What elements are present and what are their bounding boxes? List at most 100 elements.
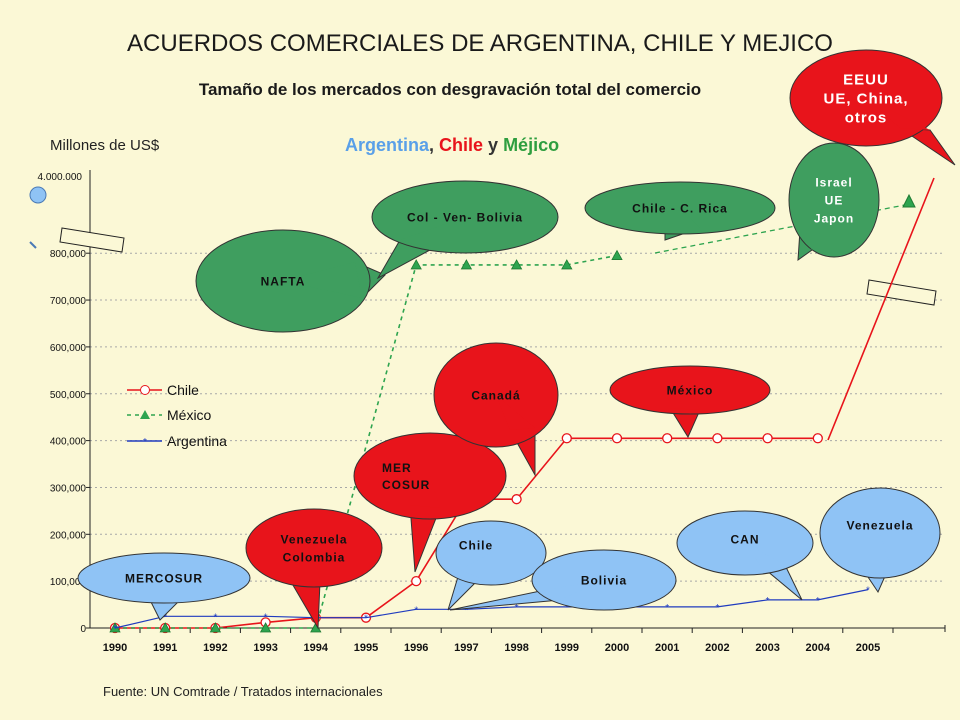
bubble-eeuu-tail-cover [866,98,930,130]
bubble-israel-label: Japon [814,211,854,225]
units-label: Millones de US$ [50,137,160,154]
point-argentina-1995: * [364,614,368,625]
point-chile-2004 [812,433,823,444]
x-tick-label-2004: 2004 [806,642,831,654]
bubble-bolivia: Bolivia [449,549,677,611]
x-tick-label-2005: 2005 [856,642,880,654]
point-argentina-1996: * [414,605,418,616]
point-argentina-1998: * [515,603,519,614]
y-tick-label: 300,000 [50,483,87,494]
point-argentina-1992: * [213,612,217,623]
x-tick-label-2002: 2002 [705,642,729,654]
x-tick-label-1997: 1997 [454,642,478,654]
point-argentina-1993: * [264,612,268,623]
small-b-badge [29,186,47,204]
bubble-mer-cosur-label: COSUR [382,478,430,492]
bubble-mer-cosur: MER COSUR [353,432,507,573]
series-line-argentina [114,589,869,629]
bubble-chile: Chile [435,520,547,611]
legend-label-chile: Chile [167,382,199,398]
x-tick-label-1995: 1995 [354,642,378,654]
x-tick-label-2001: 2001 [655,642,679,654]
callout-bubbles: MER COSUR Venezuela Colombia NAFTA Col - Ven-… [77,49,956,630]
y-axis-labels: 0 100,000 200,000 300,000 400,000 500,000 600,… [38,172,87,635]
bubble-venezuela-colombia: Venezuela Colombia [245,508,383,630]
legend-label-argentina: Argentina [167,433,227,449]
bubble-nafta-tail-cover [283,262,362,298]
countries-header-mexico: Méjico [503,135,560,155]
right-break-mark [866,279,937,306]
countries-header-chile: Chile [439,135,484,155]
bubble-can: CAN [676,510,814,601]
bubble-chile-crica-tail-cover [665,208,700,228]
bubble-mexico-label: México [667,383,714,397]
x-tick-label-1990: 1990 [103,642,127,654]
bubble-can-label: CAN [731,532,760,546]
bubble-canada: Canadá [433,342,559,477]
countries-header-sep1: , [429,135,440,155]
point-chile-2003 [762,433,773,444]
bubble-eeuu: EEUU UE, China, otros [789,49,956,166]
point-argentina-2001: * [665,603,669,614]
y-axis-break-mark [59,227,125,253]
point-argentina-1990: * [113,624,117,635]
legend-marker-chile [140,385,150,395]
bubble-eeuu-label: EEUU [843,71,889,88]
y-tick-label: 0 [80,624,86,635]
point-chile-2000 [611,433,623,444]
bubble-israel: Israel UE Japon [788,142,880,262]
x-tick-label-1991: 1991 [153,642,177,654]
y-tick-label: 400,000 [50,437,87,448]
bubble-col-ven-bolivia-tail-cover [400,217,465,250]
point-argentina-2005: * [866,586,870,597]
point-argentina-2002: * [715,603,719,614]
bubble-mercosur-tail-cover [150,578,180,600]
bubble-chile-label: Chile [459,538,493,552]
bubble-mercosur-label: MERCOSUR [125,571,203,585]
chart-subtitle: Tamaño de los mercados con desgravación … [198,80,702,99]
point-mexico-top [902,193,916,208]
bubble-israel-tail-cover [800,200,834,250]
point-chile-1998 [511,494,522,505]
chart-axes [29,170,946,633]
bubble-eeuu-label: otros [845,109,888,126]
bubble-col-ven-bolivia-label: Col - Ven- Bolivia [407,210,523,224]
point-argentina-1997: * [464,605,468,616]
bubble-venezuela-colombia-tail-cover [290,548,320,582]
point-mexico-1996 [410,259,422,270]
bubble-bolivia-tail-cover [545,580,604,600]
point-argentina-1991: * [163,612,167,623]
source-note: Fuente: UN Comtrade / Tratados internaci… [103,684,383,699]
bubble-col-ven-bolivia: Col - Ven- Bolivia [371,180,559,280]
bubble-venezuela-label: Venezuela [846,518,913,532]
x-tick-label-1993: 1993 [253,642,277,654]
bubble-canada-label: Canadá [471,388,520,402]
x-tick-label-1994: 1994 [304,642,329,654]
legend-marker-mexico [140,410,150,419]
x-tick-label-1998: 1998 [504,642,528,654]
point-argentina-2003: * [766,596,770,607]
bubble-eeuu-label: UE, China, [823,90,908,107]
bubble-canada-tail-cover [496,395,535,430]
chart-legend: Chile México * Argentina [127,382,227,449]
bubble-mercosur: MERCOSUR [77,552,251,621]
x-tick-label-1996: 1996 [404,642,428,654]
point-chile-1996 [411,576,422,587]
y-break-label: 4.000.000 [38,172,83,183]
point-mexico-1991 [159,622,171,633]
countries-header-sep2: y [483,135,504,155]
bubble-venezuela-colombia-label: Colombia [283,550,346,564]
bubble-mexico-tail-cover [670,390,700,410]
countries-header-argentina: Argentina [345,135,430,155]
point-mexico-1992 [209,622,222,633]
point-argentina-1999: * [565,603,569,614]
point-mexico-1999 [561,259,573,270]
y-tick-label: 500,000 [50,390,87,401]
bubble-mer-cosur-label: MER [382,461,412,475]
bubble-venezuela-tail-cover [860,533,890,565]
point-mexico-2000 [611,249,623,260]
bubble-chile-tail-cover [460,553,491,578]
bubble-chile-crica: Chile - C. Rica [584,181,776,241]
point-mexico-1997 [460,259,473,270]
bubble-nafta-label: NAFTA [261,274,306,288]
